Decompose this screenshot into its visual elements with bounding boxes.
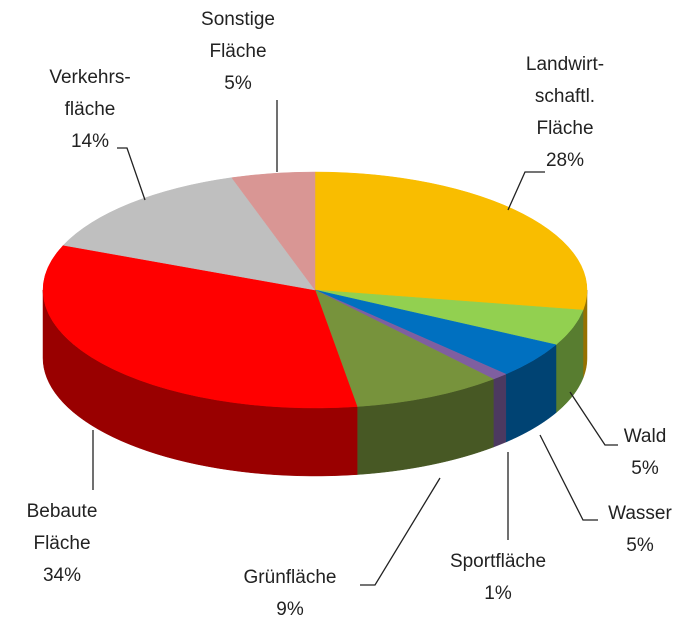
slice	[314, 171, 588, 311]
slice	[62, 177, 316, 291]
leader-line	[360, 477, 441, 586]
slice	[314, 289, 495, 407]
category-label: Fläche	[33, 533, 90, 554]
value-label: 1%	[484, 583, 512, 604]
slice	[42, 244, 358, 409]
category-label: fläche	[65, 99, 116, 120]
value-label: 28%	[546, 150, 584, 171]
value-label: 5%	[631, 458, 659, 479]
leader-line	[117, 147, 146, 201]
value-label: 34%	[43, 565, 81, 586]
category-label: Wald	[624, 426, 667, 447]
category-label: Landwirt-	[526, 54, 604, 75]
category-label: Sonstige	[201, 9, 275, 30]
slice-side	[493, 373, 507, 448]
category-label: Fläche	[209, 41, 266, 62]
leader-line	[507, 171, 545, 211]
value-label: 9%	[276, 599, 304, 620]
category-label: Grünfläche	[244, 567, 337, 588]
leader-line	[539, 434, 598, 521]
category-label: Bebaute	[27, 501, 98, 522]
value-label: 14%	[71, 131, 109, 152]
category-label: Verkehrs-	[49, 67, 130, 88]
category-label: schaftl.	[535, 86, 595, 107]
category-label: Wasser	[608, 503, 672, 524]
slice	[231, 171, 316, 291]
value-label: 5%	[626, 535, 654, 556]
value-label: 5%	[224, 73, 252, 94]
leader-line	[569, 391, 618, 446]
category-label: Sportfläche	[450, 551, 546, 572]
category-label: Fläche	[536, 118, 593, 139]
